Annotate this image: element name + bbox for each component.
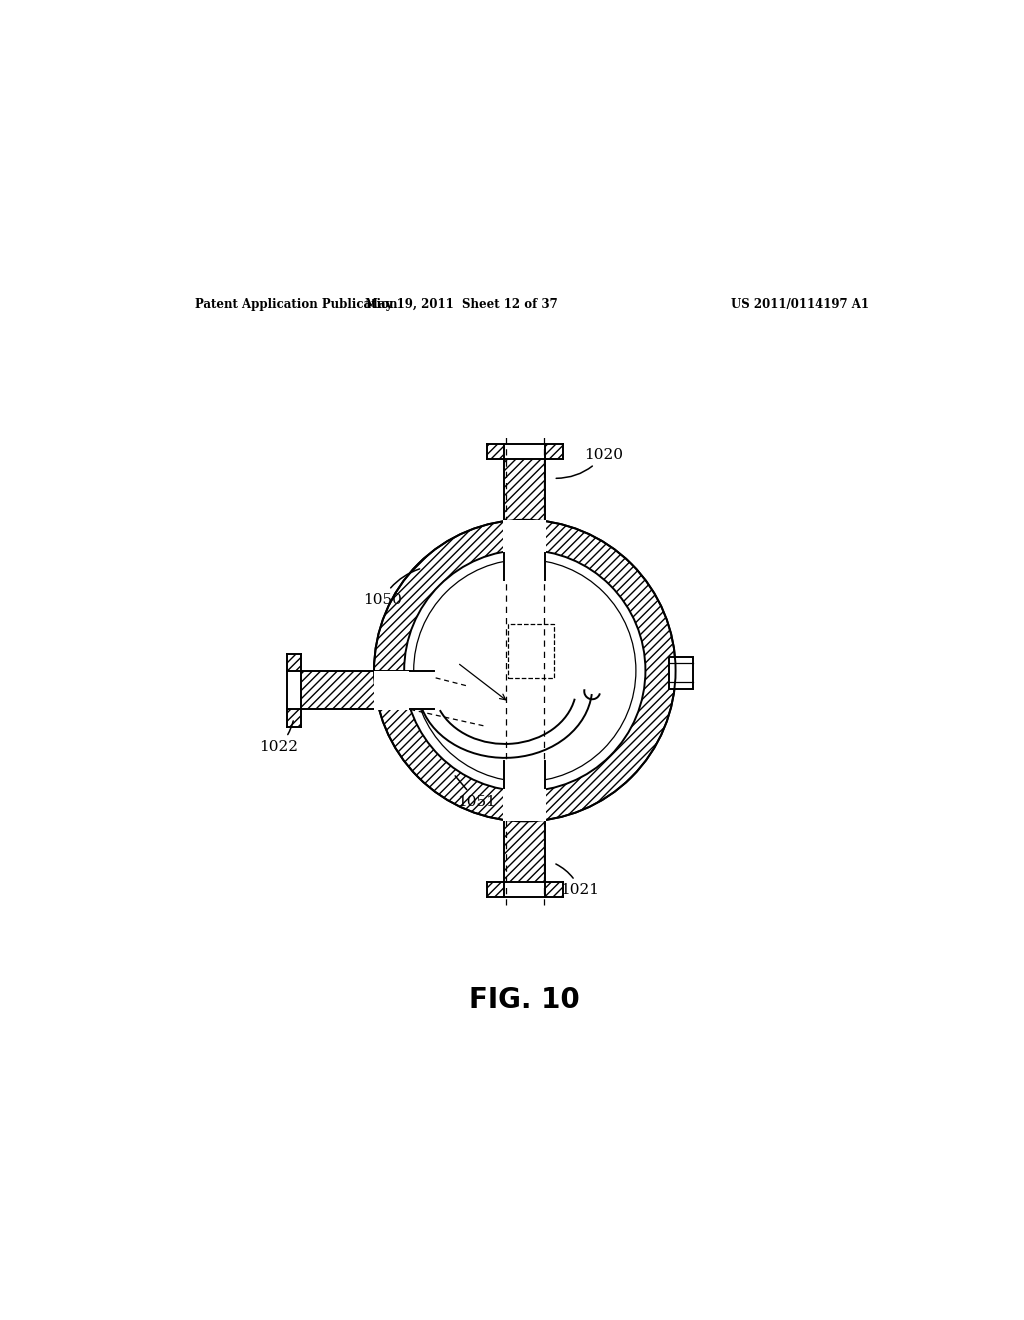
Text: 1050: 1050: [362, 569, 420, 607]
Bar: [670, 657, 693, 689]
Bar: [301, 672, 411, 709]
Text: 1021: 1021: [556, 865, 599, 898]
Bar: [486, 883, 504, 896]
Bar: [504, 788, 546, 896]
Text: 1020: 1020: [556, 447, 624, 478]
Bar: [546, 883, 563, 896]
Bar: [486, 883, 563, 896]
Text: 1022: 1022: [259, 721, 298, 754]
Bar: [486, 445, 504, 458]
Bar: [486, 445, 563, 458]
Text: Patent Application Publication: Patent Application Publication: [196, 298, 398, 312]
Bar: [508, 624, 554, 677]
Circle shape: [404, 550, 645, 791]
Circle shape: [374, 520, 676, 821]
Bar: [546, 445, 563, 458]
Bar: [504, 762, 546, 821]
Bar: [374, 671, 434, 710]
Bar: [287, 653, 301, 727]
Bar: [287, 709, 301, 727]
Bar: [287, 672, 411, 709]
Text: 1051: 1051: [455, 776, 497, 809]
Bar: [504, 458, 546, 553]
Bar: [504, 788, 546, 883]
Bar: [287, 653, 301, 672]
Bar: [504, 445, 546, 553]
Text: FIG. 10: FIG. 10: [469, 986, 581, 1014]
Text: May 19, 2011  Sheet 12 of 37: May 19, 2011 Sheet 12 of 37: [365, 298, 558, 312]
Text: US 2011/0114197 A1: US 2011/0114197 A1: [731, 298, 869, 312]
Bar: [504, 520, 546, 579]
